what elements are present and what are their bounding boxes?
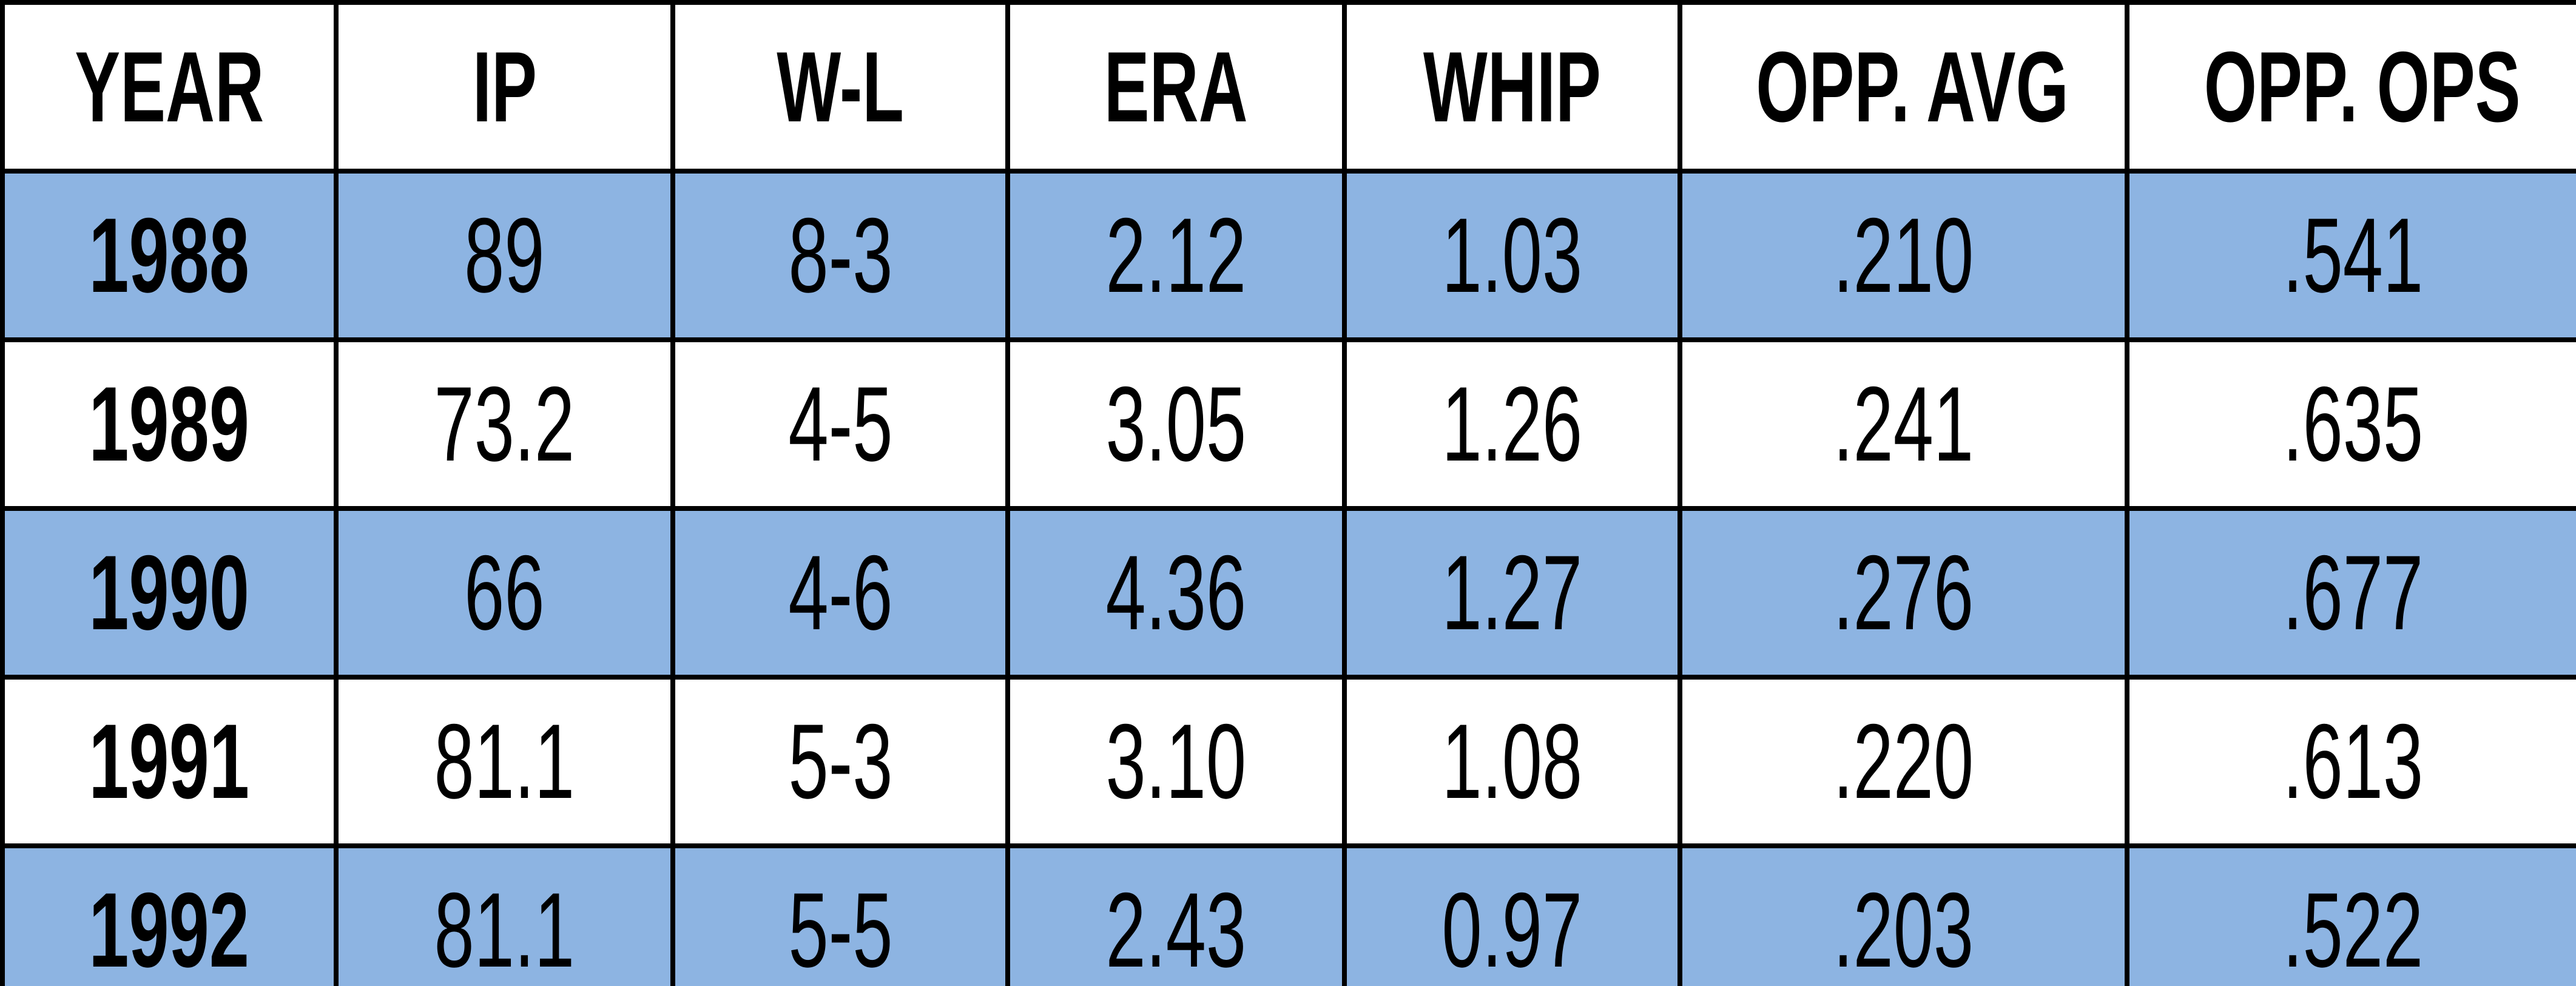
stat-cell-text: 1.08 <box>1441 702 1583 821</box>
stat-cell: .613 <box>2125 675 2576 848</box>
stat-cell-text: 66 <box>464 533 545 652</box>
data-row: 1990 66 4-6 4.36 1.27 .276 .677 <box>0 506 2576 680</box>
stat-cell: 1.08 <box>1342 675 1682 848</box>
stat-cell: .220 <box>1677 675 2129 848</box>
stat-cell-text: 73.2 <box>434 365 575 484</box>
stat-cell-text: 2.12 <box>1105 196 1247 315</box>
data-row: 1989 73.2 4-5 3.05 1.26 .241 .635 <box>0 337 2576 511</box>
stat-cell: .276 <box>1677 506 2129 680</box>
stat-cell: 2.43 <box>1005 843 1347 986</box>
year-cell-text: 1991 <box>89 702 250 821</box>
stat-cell-text: .635 <box>2282 365 2423 484</box>
stat-cell-text: 1.27 <box>1441 533 1583 652</box>
header-row: YEAR IP W-L ERA WHIP OPP. AVG OPP. OPS <box>0 0 2576 174</box>
stat-cell-text: 4-6 <box>788 533 892 652</box>
stat-cell: 1.26 <box>1342 337 1682 511</box>
stat-cell-text: .677 <box>2282 533 2423 652</box>
stat-cell: 8-3 <box>670 169 1010 342</box>
stat-cell: 81.1 <box>334 675 675 848</box>
year-cell-text: 1992 <box>89 871 250 986</box>
header-cell-text: ERA <box>1104 30 1248 143</box>
header-cell: YEAR <box>0 0 339 174</box>
stat-cell-text: .241 <box>1833 365 1974 484</box>
stat-cell-text: .210 <box>1833 196 1974 315</box>
stat-cell: 73.2 <box>334 337 675 511</box>
stat-cell: .210 <box>1677 169 2129 342</box>
header-cell-text: YEAR <box>75 30 264 143</box>
stat-cell: 81.1 <box>334 843 675 986</box>
year-cell: 1990 <box>0 506 339 680</box>
stat-cell-text: 81.1 <box>434 702 575 821</box>
stat-cell: .677 <box>2125 506 2576 680</box>
header-cell: OPP. AVG <box>1677 0 2129 174</box>
stat-cell: 4-5 <box>670 337 1010 511</box>
year-cell-text: 1988 <box>89 196 250 315</box>
stat-cell: 4-6 <box>670 506 1010 680</box>
year-cell: 1991 <box>0 675 339 848</box>
stat-cell: 89 <box>334 169 675 342</box>
stat-cell: 3.05 <box>1005 337 1347 511</box>
stat-cell: 3.10 <box>1005 675 1347 848</box>
header-cell: IP <box>334 0 675 174</box>
header-cell: WHIP <box>1342 0 1682 174</box>
header-cell: ERA <box>1005 0 1347 174</box>
header-cell-text: WHIP <box>1423 30 1601 143</box>
data-row: 1992 81.1 5-5 2.43 0.97 .203 .522 <box>0 843 2576 986</box>
stat-cell-text: 4-5 <box>788 365 892 484</box>
stat-cell: 2.12 <box>1005 169 1347 342</box>
data-row: 1991 81.1 5-3 3.10 1.08 .220 .613 <box>0 675 2576 848</box>
stat-cell-text: 2.43 <box>1105 871 1247 986</box>
stat-cell: .241 <box>1677 337 2129 511</box>
stat-cell-text: 89 <box>464 196 545 315</box>
stat-cell-text: 0.97 <box>1441 871 1583 986</box>
stat-cell: 5-3 <box>670 675 1010 848</box>
stat-cell: .541 <box>2125 169 2576 342</box>
data-row: 1988 89 8-3 2.12 1.03 .210 .541 <box>0 169 2576 342</box>
header-cell-text: W-L <box>777 30 904 143</box>
header-cell: W-L <box>670 0 1010 174</box>
stat-cell-text: 5-3 <box>788 702 892 821</box>
stat-cell: 66 <box>334 506 675 680</box>
header-cell-text: IP <box>472 30 537 143</box>
stat-cell-text: .220 <box>1833 702 1974 821</box>
stat-cell: 5-5 <box>670 843 1010 986</box>
stat-cell-text: .276 <box>1833 533 1974 652</box>
year-cell: 1992 <box>0 843 339 986</box>
stat-cell-text: .541 <box>2282 196 2423 315</box>
stat-cell-text: 8-3 <box>788 196 892 315</box>
stat-cell-text: 4.36 <box>1105 533 1247 652</box>
header-cell: OPP. OPS <box>2125 0 2576 174</box>
year-cell-text: 1990 <box>89 533 250 652</box>
stat-cell-text: 5-5 <box>788 871 892 986</box>
stat-cell: 1.27 <box>1342 506 1682 680</box>
stat-cell: 0.97 <box>1342 843 1682 986</box>
stat-cell-text: 3.05 <box>1105 365 1247 484</box>
stat-cell: .522 <box>2125 843 2576 986</box>
stat-cell-text: 81.1 <box>434 871 575 986</box>
stat-cell: .635 <box>2125 337 2576 511</box>
stat-cell-text: 1.26 <box>1441 365 1583 484</box>
year-cell: 1989 <box>0 337 339 511</box>
stat-cell-text: 1.03 <box>1441 196 1583 315</box>
stat-cell: 4.36 <box>1005 506 1347 680</box>
stat-cell: .203 <box>1677 843 2129 986</box>
header-cell-text: OPP. OPS <box>2203 30 2521 143</box>
year-cell: 1988 <box>0 169 339 342</box>
stat-cell-text: .203 <box>1833 871 1974 986</box>
stat-cell-text: .522 <box>2282 871 2423 986</box>
year-cell-text: 1989 <box>89 365 250 484</box>
stat-cell-text: .613 <box>2282 702 2423 821</box>
stat-cell-text: 3.10 <box>1105 702 1247 821</box>
header-cell-text: OPP. AVG <box>1756 30 2069 143</box>
stat-cell: 1.03 <box>1342 169 1682 342</box>
